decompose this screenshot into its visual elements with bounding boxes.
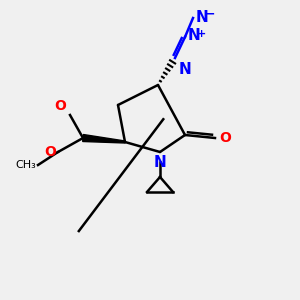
Text: N: N (196, 11, 209, 26)
Text: −: − (205, 8, 215, 20)
Text: N: N (154, 155, 166, 170)
Text: O: O (219, 131, 231, 145)
Text: N: N (188, 28, 201, 44)
Polygon shape (83, 134, 125, 143)
Text: O: O (44, 145, 56, 159)
Text: O: O (54, 99, 66, 113)
Text: +: + (197, 29, 206, 39)
Text: CH₃: CH₃ (15, 160, 36, 170)
Text: N: N (179, 62, 192, 77)
